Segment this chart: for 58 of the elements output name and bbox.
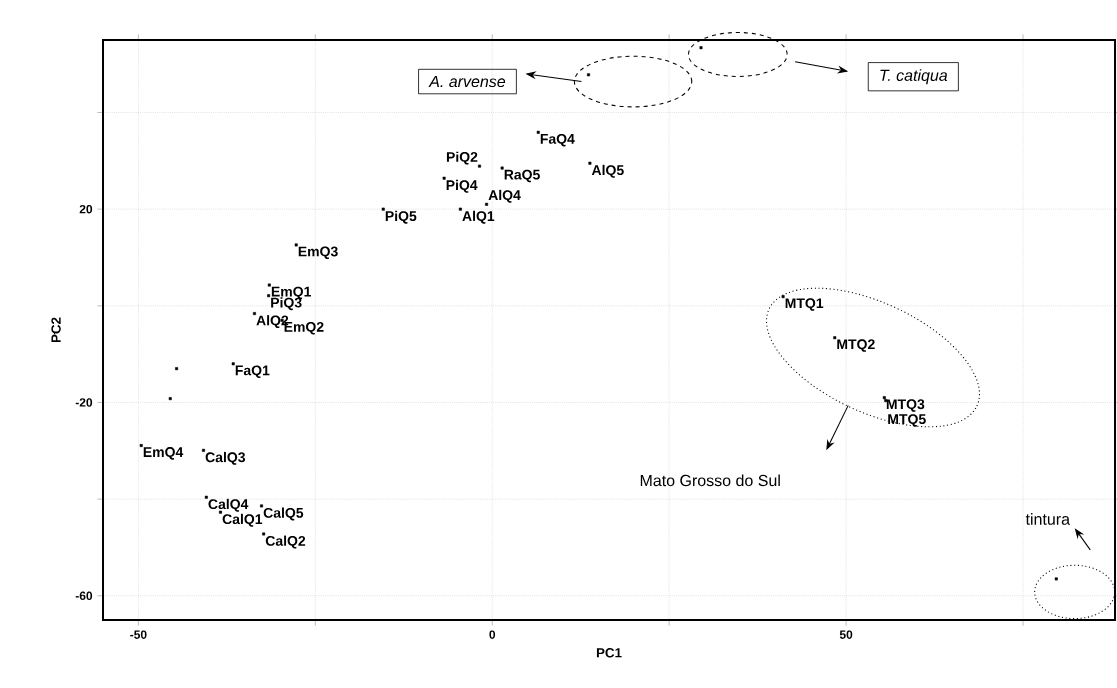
point	[500, 166, 504, 170]
point	[588, 161, 592, 165]
point	[442, 176, 446, 180]
annotation: AlQ5	[591, 164, 624, 178]
y-axis-title: PC2	[51, 317, 61, 343]
annotation: CalQ3	[205, 451, 246, 465]
point	[204, 495, 208, 499]
annotation: PiQ4	[446, 179, 478, 193]
annotation: AlQ4	[488, 189, 521, 203]
annotation: RaQ5	[504, 169, 540, 183]
y-tick-label: -60	[75, 591, 93, 601]
point	[267, 294, 271, 298]
y-tick-label: -20	[75, 398, 93, 407]
annotation: T. catiqua	[880, 69, 948, 85]
x-tick-label: 0	[489, 630, 496, 639]
annotation: EmQ3	[298, 246, 338, 260]
annotation: CalQ2	[265, 535, 306, 549]
point	[781, 295, 785, 299]
point	[699, 46, 703, 50]
annotation: MTQ5	[888, 414, 926, 427]
point	[478, 164, 481, 168]
point	[252, 312, 256, 316]
point	[175, 367, 179, 371]
annotation: CalQ5	[263, 507, 304, 521]
point	[458, 207, 462, 211]
x-tick-label: -50	[130, 630, 147, 639]
point	[231, 362, 235, 366]
x-tick-label: 50	[839, 630, 853, 639]
annotation: PiQ5	[385, 210, 417, 224]
annotation: Mato Grosso do Sul	[640, 474, 780, 487]
y-tick-label: 20	[79, 204, 93, 214]
annotation: CalQ1	[222, 513, 263, 527]
annotation: MTQ3	[886, 399, 925, 412]
annotation: MTQ1	[785, 298, 824, 311]
point	[381, 207, 385, 211]
point	[882, 396, 886, 400]
annotation: PiQ2	[446, 151, 478, 165]
point	[833, 336, 837, 340]
point	[267, 283, 271, 287]
annotation: A. arvense	[428, 75, 506, 88]
x-axis-title: PC1	[596, 648, 622, 658]
annotation: MTQ2	[837, 339, 875, 352]
point	[139, 444, 143, 447]
annotation: FaQ1	[235, 365, 270, 378]
annotation: FaQ4	[540, 133, 575, 147]
point	[536, 130, 540, 134]
annotation: CalQ4	[208, 498, 249, 512]
annotation: EmQ4	[143, 447, 184, 460]
annotation: AlQ1	[462, 210, 495, 224]
point	[262, 532, 266, 536]
point	[485, 202, 489, 206]
point	[202, 448, 205, 452]
point	[168, 397, 172, 401]
point	[587, 73, 590, 77]
point	[260, 504, 263, 508]
annotation: tintura	[1025, 513, 1071, 525]
point	[1054, 577, 1058, 581]
point	[294, 243, 298, 247]
